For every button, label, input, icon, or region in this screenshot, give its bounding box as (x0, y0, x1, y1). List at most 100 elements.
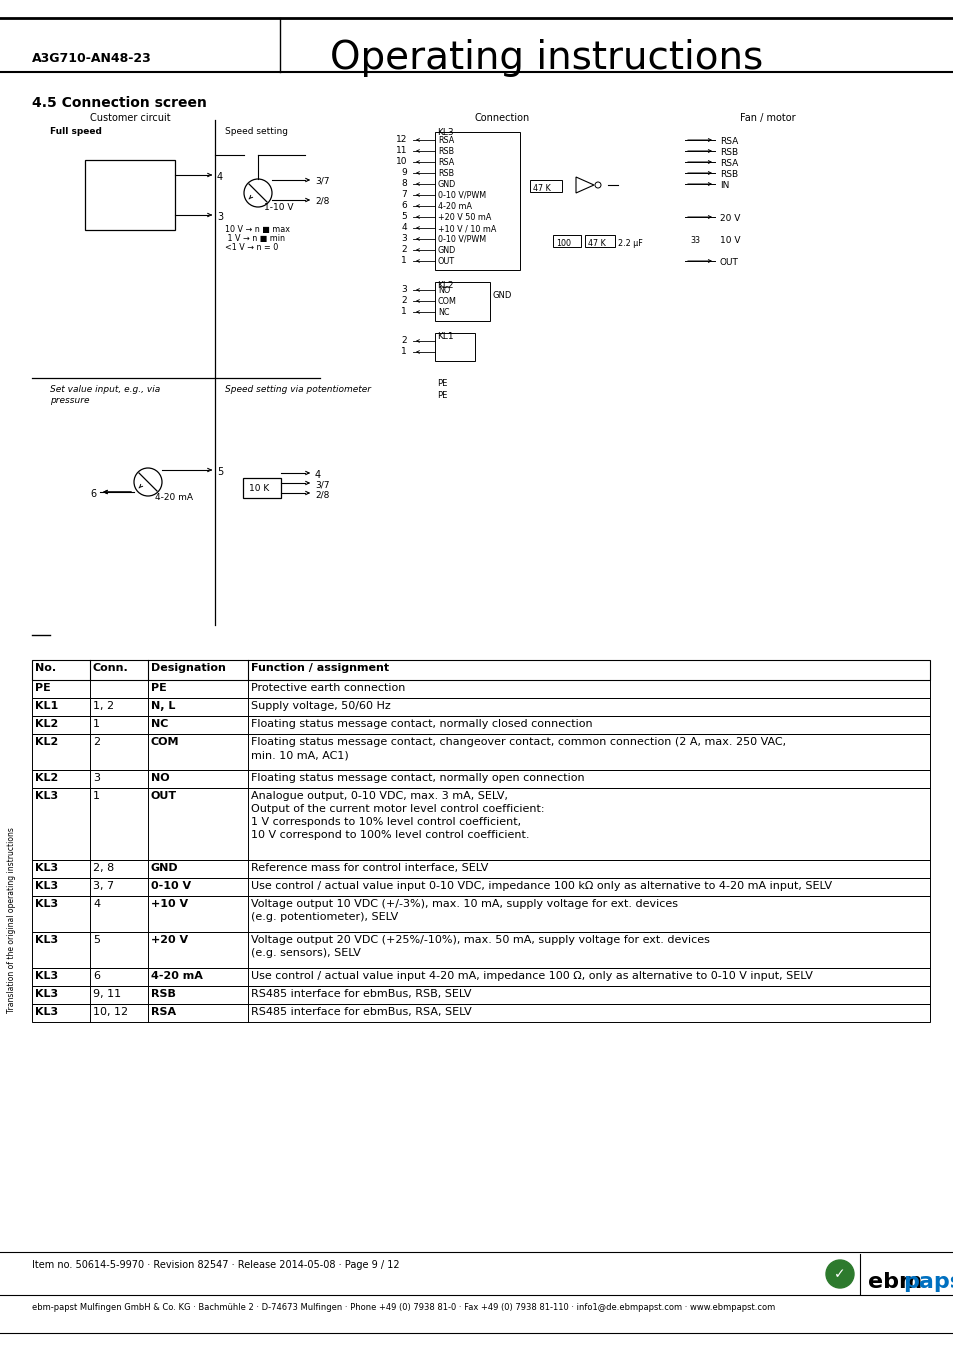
Text: OUT: OUT (437, 257, 455, 266)
Text: Conn.: Conn. (92, 663, 129, 673)
Text: RSA: RSA (437, 158, 454, 168)
Bar (32, 770, 929, 788)
Text: Translation of the original operating instructions: Translation of the original operating in… (8, 827, 16, 1013)
Text: 100: 100 (556, 239, 571, 249)
Text: 10 K: 10 K (249, 484, 269, 493)
Text: NC: NC (151, 719, 168, 730)
Text: 2/8: 2/8 (314, 490, 329, 499)
Text: 0-10 V/PWM: 0-10 V/PWM (437, 235, 486, 245)
Text: KL3: KL3 (35, 863, 58, 873)
Text: KL3: KL3 (35, 881, 58, 892)
Bar (553, 235, 580, 247)
Text: 3: 3 (401, 285, 407, 295)
Text: 1-10 V: 1-10 V (264, 203, 294, 212)
Text: Floating status message contact, changeover contact, common connection (2 A, max: Floating status message contact, changeo… (251, 738, 785, 747)
Bar (32, 1004, 929, 1021)
Text: COM: COM (437, 297, 456, 305)
Text: +20 V 50 mA: +20 V 50 mA (437, 213, 491, 222)
Text: 4-20 mA: 4-20 mA (151, 971, 203, 981)
Text: 6: 6 (401, 201, 407, 209)
Text: KL3: KL3 (35, 898, 58, 909)
Text: 2/8: 2/8 (314, 197, 329, 205)
Text: 4: 4 (92, 898, 100, 909)
Text: 0-10 V/PWM: 0-10 V/PWM (437, 190, 486, 200)
Text: KL3: KL3 (35, 790, 58, 801)
Text: 4: 4 (216, 172, 223, 182)
Bar (32, 716, 929, 734)
Text: papst: papst (902, 1273, 953, 1292)
Text: 6: 6 (90, 489, 96, 499)
Text: COM: COM (151, 738, 179, 747)
Text: KL2: KL2 (35, 738, 58, 747)
Text: (e.g. sensors), SELV: (e.g. sensors), SELV (251, 948, 360, 958)
Bar (435, 332, 475, 361)
Text: IN: IN (720, 181, 729, 190)
Text: 1 V → n ■ min: 1 V → n ■ min (225, 234, 285, 243)
Text: Operating instructions: Operating instructions (330, 39, 762, 77)
Text: KL3: KL3 (35, 989, 58, 998)
Text: 3/7: 3/7 (314, 480, 329, 489)
Text: RSA: RSA (437, 136, 454, 145)
Text: 10 V → n ■ max: 10 V → n ■ max (225, 226, 290, 234)
Text: KL1: KL1 (35, 701, 58, 711)
Text: 1: 1 (401, 347, 407, 357)
Text: 9, 11: 9, 11 (92, 989, 121, 998)
Text: 2: 2 (92, 738, 100, 747)
Text: 10 V correspond to 100% level control coefficient.: 10 V correspond to 100% level control co… (251, 830, 529, 840)
Text: 5: 5 (92, 935, 100, 944)
Bar (32, 986, 929, 1004)
Text: Output of the current motor level control coefficient:: Output of the current motor level contro… (251, 804, 544, 815)
Text: KL2: KL2 (35, 773, 58, 784)
Bar (243, 478, 281, 499)
Text: OUT: OUT (720, 258, 739, 267)
Text: Full speed: Full speed (50, 127, 102, 136)
Text: Voltage output 20 VDC (+25%/-10%), max. 50 mA, supply voltage for ext. devices: Voltage output 20 VDC (+25%/-10%), max. … (251, 935, 709, 944)
Text: 3, 7: 3, 7 (92, 881, 114, 892)
Text: 4.5 Connection screen: 4.5 Connection screen (32, 96, 207, 109)
Text: PE: PE (35, 684, 51, 693)
Text: Fan / motor: Fan / motor (740, 113, 795, 123)
Text: 10, 12: 10, 12 (92, 1006, 128, 1017)
Text: 2.2 µF: 2.2 µF (618, 239, 642, 249)
Text: 5: 5 (216, 467, 223, 477)
Text: Floating status message contact, normally closed connection: Floating status message contact, normall… (251, 719, 592, 730)
Text: Protective earth connection: Protective earth connection (251, 684, 405, 693)
Bar (32, 969, 929, 986)
Text: ebm: ebm (867, 1273, 922, 1292)
Text: RSA: RSA (151, 1006, 176, 1017)
Text: RS485 interface for ebmBus, RSA, SELV: RS485 interface for ebmBus, RSA, SELV (251, 1006, 471, 1017)
Text: GND: GND (437, 180, 456, 189)
Text: 3: 3 (216, 212, 223, 222)
Text: Reference mass for control interface, SELV: Reference mass for control interface, SE… (251, 863, 488, 873)
Text: 1 V corresponds to 10% level control coefficient,: 1 V corresponds to 10% level control coe… (251, 817, 520, 827)
Text: ebm-papst Mulfingen GmbH & Co. KG · Bachmühle 2 · D-74673 Mulfingen · Phone +49 : ebm-papst Mulfingen GmbH & Co. KG · Bach… (32, 1302, 775, 1312)
Bar (32, 861, 929, 878)
Text: NO: NO (437, 286, 450, 295)
Bar (32, 680, 929, 698)
Bar (32, 878, 929, 896)
Text: 2: 2 (401, 336, 407, 345)
Text: 3: 3 (92, 773, 100, 784)
Text: 47 K: 47 K (533, 184, 550, 193)
Text: RS485 interface for ebmBus, RSB, SELV: RS485 interface for ebmBus, RSB, SELV (251, 989, 471, 998)
Text: 1: 1 (92, 719, 100, 730)
Text: 8: 8 (401, 178, 407, 188)
Bar (32, 896, 929, 932)
Text: 3/7: 3/7 (314, 177, 329, 186)
Text: 4: 4 (314, 470, 321, 480)
Text: ✓: ✓ (833, 1267, 845, 1281)
Text: KL3: KL3 (35, 1006, 58, 1017)
Text: 0-10 V: 0-10 V (151, 881, 191, 892)
Bar (530, 180, 561, 192)
Text: RSB: RSB (437, 169, 454, 178)
Text: +10 V / 10 mA: +10 V / 10 mA (437, 224, 496, 232)
Text: NO: NO (151, 773, 170, 784)
Text: Use control / actual value input 4-20 mA, impedance 100 Ω, only as alternative t: Use control / actual value input 4-20 mA… (251, 971, 812, 981)
Text: RSA: RSA (720, 159, 738, 168)
Text: RSB: RSB (437, 147, 454, 155)
Text: Customer circuit: Customer circuit (90, 113, 171, 123)
Text: (e.g. potentiometer), SELV: (e.g. potentiometer), SELV (251, 912, 397, 921)
Text: 33: 33 (689, 236, 700, 245)
Text: Speed setting via potentiometer: Speed setting via potentiometer (225, 385, 371, 394)
Text: Supply voltage, 50/60 Hz: Supply voltage, 50/60 Hz (251, 701, 391, 711)
